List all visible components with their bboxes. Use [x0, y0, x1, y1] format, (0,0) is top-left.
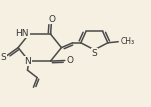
- Text: CH₃: CH₃: [120, 37, 135, 46]
- Text: N: N: [24, 57, 31, 66]
- Text: S: S: [92, 49, 98, 58]
- Text: S: S: [0, 53, 6, 62]
- Text: O: O: [66, 56, 74, 65]
- Text: HN: HN: [16, 29, 29, 38]
- Text: O: O: [49, 15, 56, 24]
